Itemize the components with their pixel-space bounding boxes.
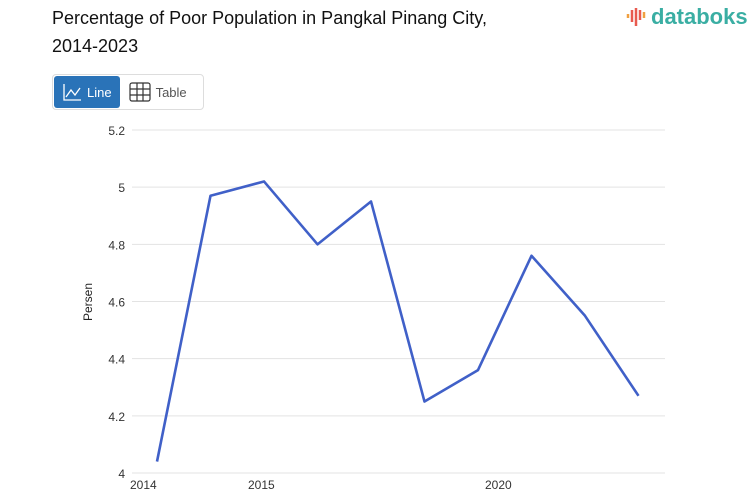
chart-title: Percentage of Poor Population in Pangkal… [52, 4, 572, 60]
y-tick-label: 4 [118, 467, 125, 481]
view-toggle: Line Table [52, 74, 204, 110]
title-line-1: Percentage of Poor Population in Pangkal… [52, 8, 487, 28]
table-icon [128, 82, 151, 102]
table-label: Table [155, 84, 187, 100]
y-tick-label: 4.8 [108, 238, 125, 252]
y-axis-label: Persen [81, 283, 95, 321]
logo-bars-icon [626, 8, 646, 26]
databoks-logo[interactable]: databoks [626, 4, 748, 30]
x-tick-label: 2014 [130, 478, 157, 492]
logo-text: databoks [651, 4, 748, 29]
line-chart-icon [63, 84, 81, 101]
y-tick-label: 4.2 [108, 410, 125, 424]
line-view-button[interactable]: Line [54, 76, 120, 108]
y-tick-label: 4.6 [108, 296, 125, 310]
title-line-2: 2014-2023 [52, 36, 139, 56]
line-label: Line [87, 84, 112, 100]
x-tick-label: 2015 [248, 478, 275, 492]
x-tick-label: 2020 [485, 478, 512, 492]
y-tick-label: 5 [118, 181, 125, 195]
y-tick-label: 5.2 [108, 124, 125, 138]
series-line [155, 180, 640, 462]
y-tick-label: 4.4 [108, 353, 125, 367]
table-view-button[interactable]: Table [121, 75, 195, 109]
